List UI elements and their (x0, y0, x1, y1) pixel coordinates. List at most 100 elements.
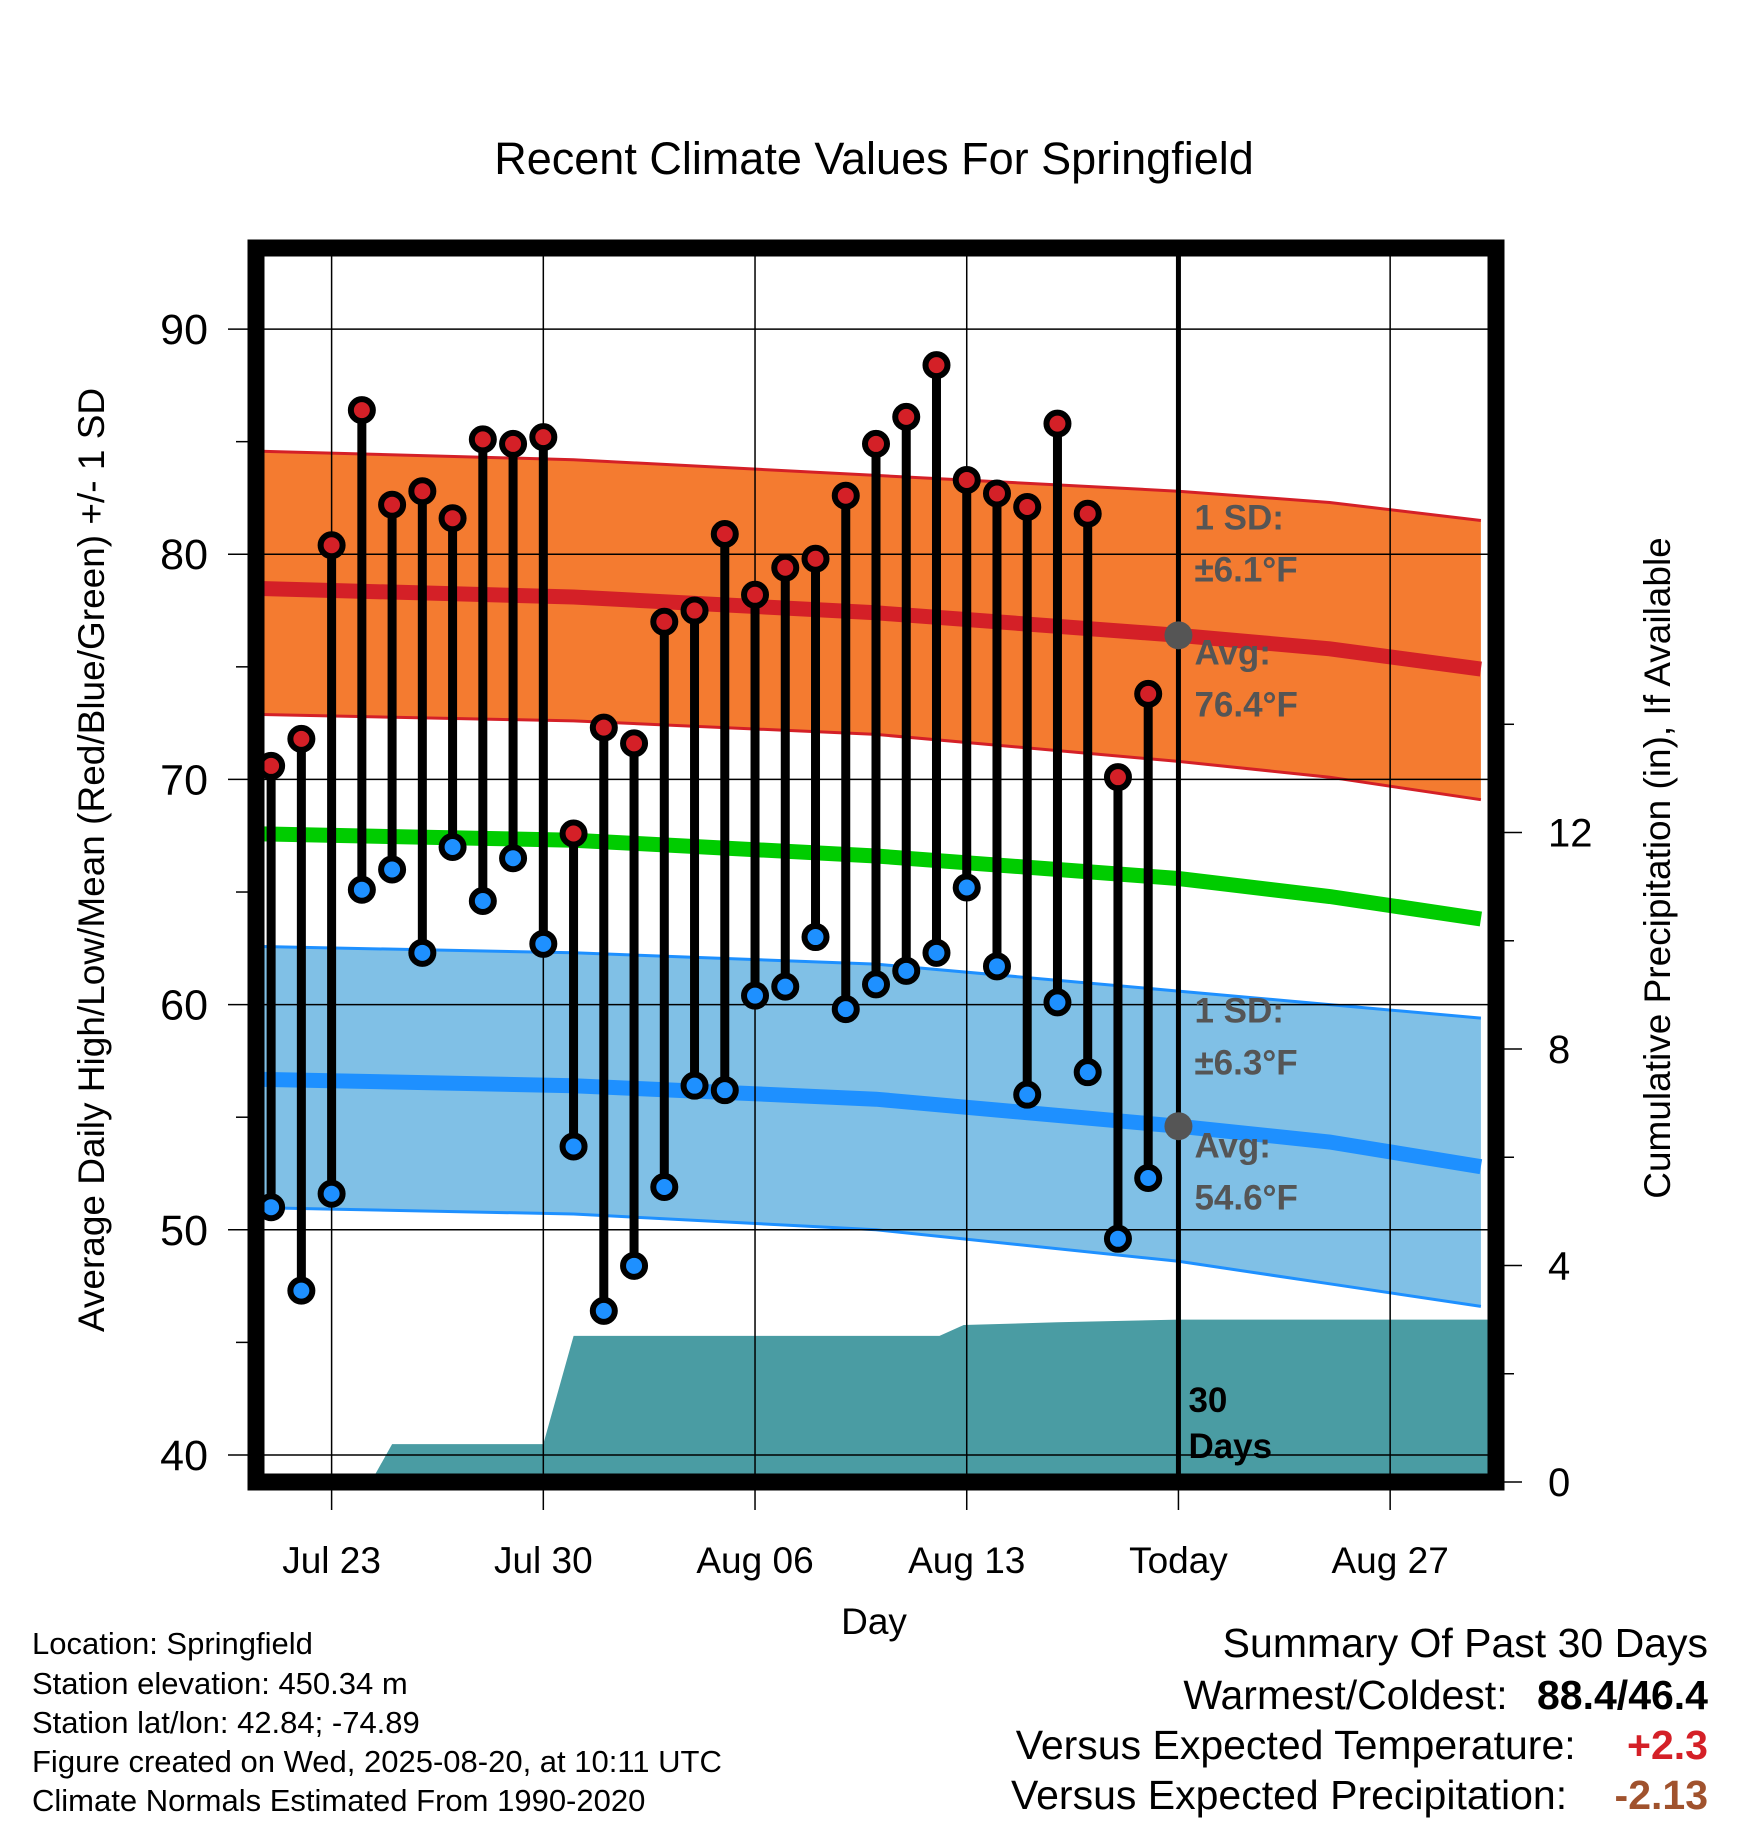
low-point (287, 1276, 316, 1305)
temp-label: Versus Expected Temperature: (1015, 1722, 1576, 1768)
low-sd-lower-line (256, 1206, 1482, 1308)
high-point (1103, 763, 1132, 792)
high-point (287, 724, 316, 753)
x-tick-label: Jul 30 (494, 1540, 593, 1581)
summary-warmest-coldest: Warmest/Coldest: 88.4/46.4 (1183, 1672, 1708, 1718)
low-avg-label: Avg: (1194, 1127, 1270, 1166)
low-point (347, 875, 376, 904)
high-point (922, 351, 951, 380)
high-point (982, 479, 1011, 508)
low-point (892, 956, 921, 985)
low-point (862, 970, 890, 999)
low-point (1103, 1224, 1132, 1253)
y2-axis-label: Cumulative Precipitation (in), If Availa… (1637, 537, 1678, 1199)
high-sd-value: ±6.1°F (1194, 550, 1297, 589)
low-point (831, 995, 860, 1024)
plot-layers (256, 248, 1496, 1482)
high-point (771, 553, 800, 582)
high-point (589, 713, 618, 742)
footer-created: Figure created on Wed, 2025-08-20, at 10… (32, 1744, 722, 1779)
precip-label-line2: Days (1188, 1427, 1272, 1466)
warmest-coldest-label: Warmest/Coldest: (1183, 1672, 1508, 1718)
high-point (952, 465, 981, 494)
low-point (771, 972, 800, 1001)
low-point (1013, 1080, 1042, 1109)
y-tick-label: 80 (160, 531, 208, 579)
high-avg-value: 76.4°F (1194, 685, 1298, 724)
low-avg-line (256, 1071, 1483, 1175)
low-point (1134, 1164, 1163, 1193)
plot-frame (247, 239, 1505, 1491)
low-point (529, 929, 558, 958)
footer-location: Location: Springfield (32, 1626, 313, 1661)
footer-latlon: Station lat/lon: 42.84; -74.89 (32, 1705, 420, 1740)
low-point (589, 1296, 618, 1325)
high-sd-band (256, 451, 1481, 800)
low-point (468, 887, 497, 916)
high-sd-label: 1 SD: (1194, 498, 1283, 537)
low-point (982, 952, 1011, 981)
high-point (408, 477, 437, 506)
y-tick-label: 60 (160, 982, 208, 1030)
low-avg-value: 54.6°F (1194, 1179, 1298, 1218)
high-point (650, 607, 679, 636)
low-point (499, 844, 528, 873)
x-tick-label: Jul 23 (282, 1540, 381, 1581)
x-axis-label: Day (841, 1601, 907, 1642)
low-point (710, 1076, 739, 1105)
high-point (710, 519, 739, 548)
high-point (347, 396, 376, 425)
footer-elevation: Station elevation: 450.34 m (32, 1666, 408, 1701)
precip-value: -2.13 (1614, 1772, 1708, 1818)
high-avg-label: Avg: (1194, 634, 1270, 673)
y-tick-label: 40 (160, 1432, 208, 1480)
x-tick-label: Today (1129, 1540, 1228, 1581)
high-point (620, 729, 649, 758)
low-point (378, 855, 407, 884)
high-point (529, 423, 558, 452)
high-point (378, 490, 407, 519)
low-point (1073, 1058, 1102, 1087)
footer-normals: Climate Normals Estimated From 1990-2020 (32, 1783, 646, 1818)
y-tick-label: 50 (160, 1207, 208, 1255)
high-point (741, 580, 770, 609)
y-tick-label: 90 (160, 306, 208, 354)
low-point (1043, 988, 1072, 1017)
precip-area (343, 1319, 1496, 1482)
y-axis-label: Average Daily High/Low/Mean (Red/Blue/Gr… (71, 388, 112, 1332)
low-point (952, 873, 981, 902)
low-point (680, 1071, 709, 1100)
temp-value: +2.3 (1627, 1722, 1708, 1768)
precip-label-line1: 30 (1188, 1381, 1227, 1420)
low-point (438, 832, 467, 861)
y2-tick-label: 12 (1548, 812, 1593, 856)
high-point (1013, 492, 1042, 521)
warmest-coldest-value: 88.4/46.4 (1537, 1672, 1708, 1718)
y2-tick-label: 0 (1548, 1461, 1570, 1505)
mean-line (256, 826, 1483, 927)
high-avg-marker (1164, 621, 1193, 650)
y2-tick-label: 8 (1548, 1028, 1570, 1072)
plot-area: 1 SD: ±6.1°F Avg: 76.4°F 1 SD: ±6.3°F Avg: 54.6… (160, 239, 1593, 1581)
chart-title: Recent Climate Values For Springfield (494, 133, 1254, 184)
summary-temp: Versus Expected Temperature: +2.3 (1016, 1722, 1708, 1768)
high-point (468, 425, 497, 454)
low-avg-marker (1164, 1112, 1193, 1141)
high-point (559, 819, 588, 848)
low-point (801, 923, 830, 952)
low-point (741, 981, 770, 1010)
high-point (499, 429, 528, 458)
low-sd-value: ±6.3°F (1194, 1043, 1297, 1082)
low-point (620, 1251, 649, 1280)
x-tick-label: Aug 06 (696, 1540, 813, 1581)
high-sd-upper-line (256, 449, 1482, 522)
high-point (680, 596, 709, 625)
low-point (922, 938, 951, 967)
low-point (317, 1179, 346, 1208)
low-point (408, 938, 437, 967)
low-sd-label: 1 SD: (1194, 992, 1283, 1031)
high-point (831, 481, 860, 510)
low-point (650, 1173, 679, 1202)
high-point (1073, 499, 1102, 528)
